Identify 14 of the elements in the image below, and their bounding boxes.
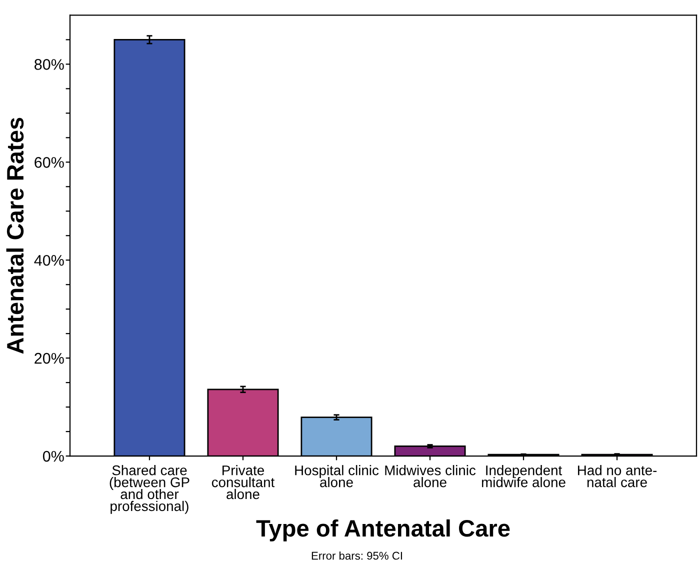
x-tick-label: Shared care (between GP and other professional) <box>110 465 190 514</box>
y-tick-label: 40% <box>34 254 64 266</box>
x-axis-title: Type of Antenatal Care <box>256 519 510 542</box>
x-tick-label: Had no ante- natal care <box>578 465 657 488</box>
y-tick-label: 0% <box>42 450 64 462</box>
x-tick-label: Independent midwife alone <box>482 465 566 488</box>
x-tick-label: Private consultant alone <box>212 465 275 500</box>
y-axis-title: Antenatal Care Rates <box>6 118 24 354</box>
y-tick-label: 20% <box>34 352 64 364</box>
x-tick-label: Midwives clinic alone <box>385 465 476 488</box>
y-tick-label: 80% <box>34 59 64 70</box>
y-tick-label: 60% <box>34 157 64 168</box>
x-tick-label: Hospital clinic alone <box>295 465 379 488</box>
text: Error bars: 95% CI <box>312 552 402 560</box>
